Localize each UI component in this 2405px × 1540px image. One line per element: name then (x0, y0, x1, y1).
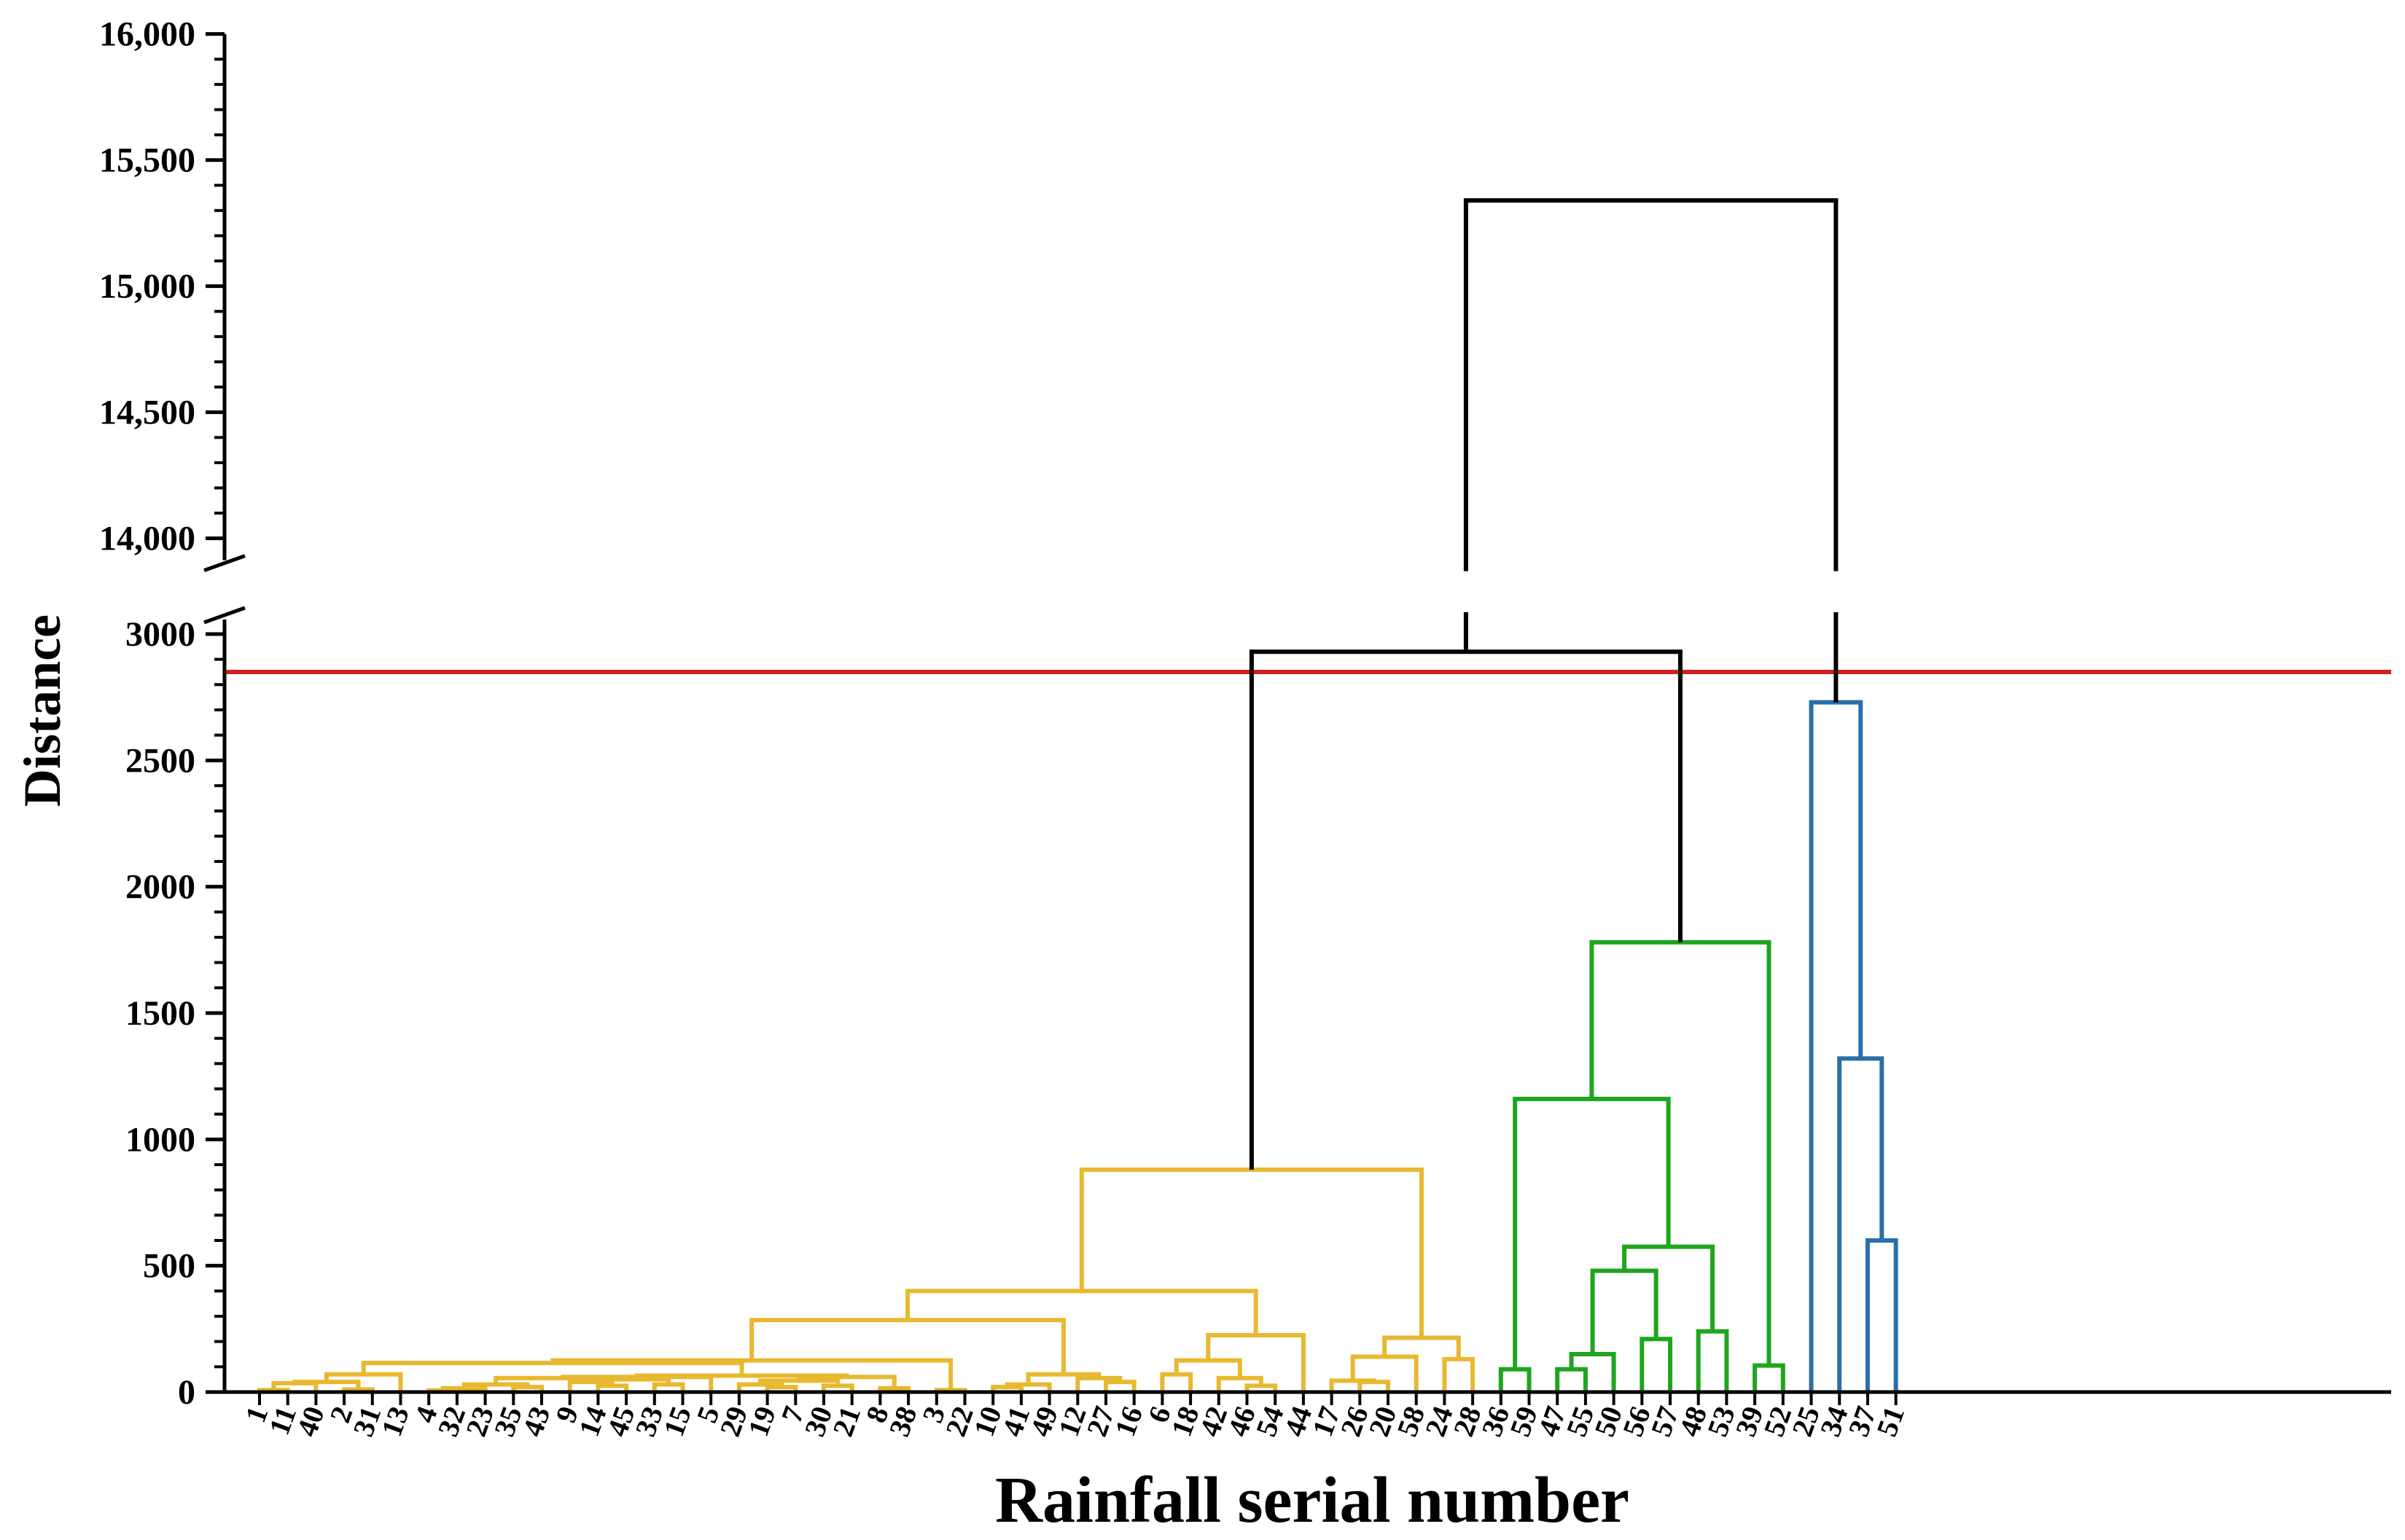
merge-link-57 (1463, 198, 1839, 703)
merge-link-18 (757, 1378, 841, 1386)
axis-break-gap-1 (1830, 571, 1842, 612)
merge-link-5 (440, 1385, 488, 1392)
merge-link-47 (1590, 1268, 1658, 1354)
merge-link-6 (511, 1385, 544, 1392)
merge-link-28 (1005, 1382, 1052, 1392)
axis-break-mark-upper (203, 554, 246, 572)
y-tick-label-upper-2: 15,000 (99, 267, 195, 306)
merge-link-51 (1753, 1363, 1785, 1392)
leaf-label-40: 40 (290, 1402, 331, 1441)
merge-link-56 (1809, 700, 1863, 1392)
merge-link-41 (1382, 1335, 1461, 1359)
merge-link-45 (1569, 1352, 1616, 1392)
merge-link-16 (736, 1382, 784, 1392)
merge-link-15 (765, 1385, 798, 1392)
merge-link-53 (1249, 649, 1683, 1170)
leaf-labels-layer: 1114023113432233543914453315529197302183… (238, 1402, 1911, 1441)
leaf-label-15: 15 (657, 1402, 698, 1441)
merge-link-44 (1555, 1367, 1588, 1392)
merge-link-46 (1640, 1337, 1672, 1392)
leaf-label-16: 16 (1108, 1402, 1149, 1441)
merge-link-48 (1696, 1329, 1729, 1392)
merge-link-24 (550, 1358, 954, 1391)
y-tick-label-lower-4: 2000 (125, 868, 195, 907)
leaf-label-38: 38 (883, 1402, 924, 1441)
merge-link-55 (1837, 1056, 1884, 1392)
y-tick-label-lower-1: 500 (143, 1247, 195, 1286)
leaf-label-51: 51 (1870, 1402, 1911, 1441)
axis-break-gap-0 (1459, 571, 1472, 612)
merge-link-40 (1442, 1356, 1476, 1392)
merge-link-27 (1075, 1375, 1123, 1392)
merge-link-35 (1206, 1333, 1306, 1392)
y-tick-label-lower-3: 1500 (125, 994, 195, 1033)
leaf-label-13: 13 (375, 1402, 416, 1441)
merge-link-52 (1589, 939, 1771, 1366)
y-tick-label-lower-5: 2500 (125, 741, 195, 780)
axes-layer: 0 500 1000 1500 2000 2500 3000 14,000 14,500 15,0… (99, 15, 2391, 1412)
merge-link-54 (1865, 1238, 1898, 1392)
merge-link-10 (652, 1382, 685, 1392)
merge-link-25 (991, 1385, 1024, 1392)
y-tick-label-upper-3: 15,500 (99, 141, 195, 180)
merge-link-49 (1622, 1244, 1715, 1332)
y-tick-label-lower-0: 0 (178, 1373, 195, 1412)
axis-break-mark-lower (203, 606, 246, 625)
merge-link-21 (634, 1373, 849, 1378)
merge-link-43 (1498, 1367, 1532, 1392)
dendrogram-tree-layer (257, 198, 1898, 1393)
merge-link-38 (1329, 1378, 1376, 1392)
y-tick-label-lower-2: 1000 (125, 1120, 195, 1159)
y-tick-label-upper-4: 16,000 (99, 15, 195, 54)
merge-link-39 (1350, 1354, 1419, 1392)
leaf-label-21: 21 (826, 1402, 867, 1441)
y-axis-title: Distance (13, 614, 71, 807)
merge-link-31 (1160, 1372, 1193, 1392)
x-axis-title: Rainfall serial number (995, 1464, 1629, 1536)
y-tick-label-upper-1: 14,500 (99, 394, 195, 432)
leaf-label-43: 43 (515, 1402, 556, 1441)
merge-link-36 (905, 1289, 1258, 1335)
merge-link-19 (878, 1385, 911, 1392)
merge-link-42 (1079, 1167, 1424, 1338)
merge-link-7 (461, 1382, 530, 1388)
merge-link-30 (749, 1318, 1066, 1375)
leaf-label-19: 19 (741, 1402, 782, 1441)
merge-link-34 (1174, 1358, 1242, 1378)
merge-link-20 (797, 1375, 897, 1388)
y-tick-label-lower-6: 3000 (125, 615, 195, 654)
y-tick-label-upper-0: 14,000 (99, 520, 195, 558)
